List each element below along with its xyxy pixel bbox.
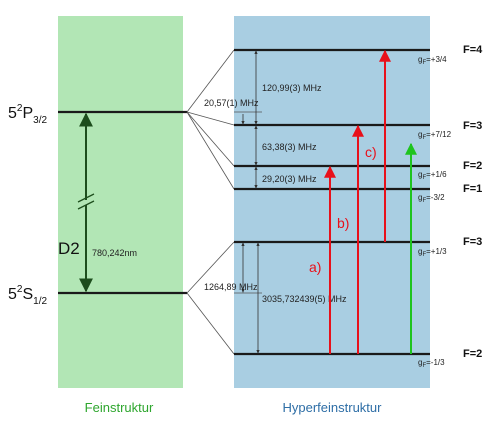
connector-lines [186, 49, 235, 355]
svg-text:gF=+1/6: gF=+1/6 [418, 170, 447, 181]
hyperfine-structure-title: Hyperfeinstruktur [283, 400, 383, 415]
svg-text:gF=+3/4: gF=+3/4 [418, 55, 447, 66]
spacing-label-f4-f3: 120,99(3) MHz [262, 83, 322, 93]
spacing-label-f3-f2: 63,38(3) MHz [262, 142, 317, 152]
f-label-5p-f4: F=4 [463, 44, 483, 56]
f-label-5p-f1: F=1 [463, 183, 482, 195]
d2-arrow-break [79, 200, 93, 205]
wavelength-label: 780,242nm [92, 248, 137, 258]
hyperfine-structure-panel [234, 16, 430, 388]
break-mark-1 [77, 193, 95, 203]
f-label-5p-f2: F=2 [463, 160, 482, 172]
break-mark-2 [77, 200, 95, 210]
transition-label-b: b) [337, 215, 349, 231]
fine-structure-title: Feinstruktur [85, 400, 154, 415]
fine-structure-panel [58, 16, 183, 388]
spacing-label-p-shift: 20,57(1) MHz [204, 98, 259, 108]
svg-text:gF=-1/3: gF=-1/3 [418, 358, 445, 369]
spacing-label-s-f3-f2: 3035,732439(5) MHz [262, 294, 347, 304]
f-label-5s-f3: F=3 [463, 236, 482, 248]
svg-text:gF=+7/12: gF=+7/12 [418, 130, 452, 141]
f-label-5s-f2: F=2 [463, 348, 482, 360]
spacing-label-s-shift: 1264,89 MHz [204, 282, 258, 292]
transition-label-a: a) [309, 259, 321, 275]
term-5s12: 52S1/2 [8, 284, 47, 307]
f-label-5p-f3: F=3 [463, 120, 482, 132]
f-labels: F=4 F=3 F=2 F=1 F=3 F=2 [463, 44, 483, 360]
g-factor-labels: gF=+3/4 gF=+7/12 gF=+1/6 gF=-3/2 gF=+1/3… [418, 55, 452, 369]
transition-label-c: c) [365, 144, 377, 160]
spacing-label-f2-f1: 29,20(3) MHz [262, 174, 317, 184]
term-5p32: 52P3/2 [8, 103, 47, 126]
svg-text:gF=+1/3: gF=+1/3 [418, 247, 447, 258]
spacing-arrows [241, 50, 260, 354]
svg-text:gF=-3/2: gF=-3/2 [418, 193, 445, 204]
transition-label-d2: D2 [58, 239, 80, 258]
